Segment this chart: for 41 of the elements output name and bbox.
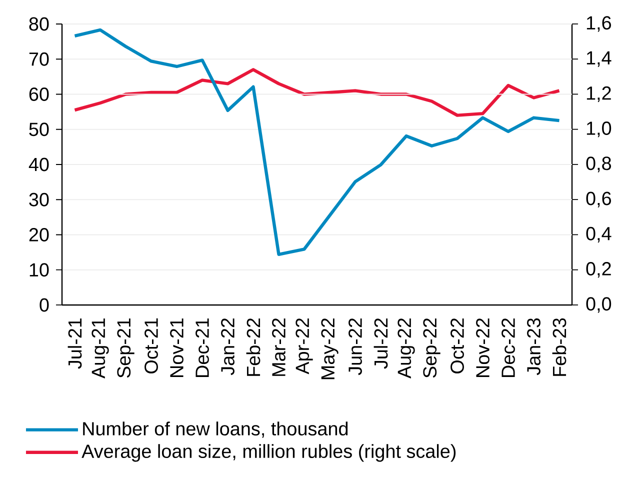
x-tick-label: Jan-22: [221, 318, 234, 376]
y2-tick-label: 1,4: [586, 51, 612, 67]
y2-tick-label: 0,0: [586, 297, 612, 313]
x-tick-label: Dec-22: [502, 318, 515, 377]
y-tick-label: 60: [29, 88, 49, 101]
x-tick-label: Oct-22: [450, 318, 464, 374]
line-series: [73, 68, 561, 117]
y2-tick-label: 0,4: [586, 226, 612, 243]
y-tick-label: 30: [29, 192, 49, 206]
y-tick-label: 70: [29, 52, 49, 66]
x-tick-label: Feb-23: [552, 318, 566, 376]
x-tick-label: Aug-22: [398, 318, 415, 378]
y-tick-label: 80: [29, 17, 49, 31]
y2-tick-label: 0,2: [586, 262, 611, 278]
x-tick-label: Sep-22: [423, 318, 440, 378]
y2-tick-label: 1,2: [586, 86, 611, 102]
x-tick-label: Feb-22: [246, 318, 260, 376]
x-tick-label: Aug-21: [92, 318, 109, 378]
y2-tick-label: 1,0: [586, 122, 612, 138]
y2-tick-label: 1,6: [586, 16, 611, 32]
x-tick-label: Sep-21: [117, 318, 134, 378]
x-tick-label: Nov-22: [476, 318, 490, 377]
y2-tick-label: 0,6: [586, 192, 611, 208]
legend-label: Average loan size, million rubles (right scale): [82, 444, 456, 462]
x-tick-label: May-22: [321, 318, 338, 380]
x-tick-label: Jan-23: [527, 318, 540, 376]
y2-tick-label: 0,8: [586, 156, 612, 172]
x-tick-label: Apr-22: [296, 318, 313, 374]
y-tick-label: 50: [29, 122, 49, 136]
x-tick-label: Oct-21: [144, 318, 158, 374]
y-tick-label: 20: [29, 228, 49, 242]
y-tick-label: 0: [40, 298, 49, 312]
y-tick-label: 10: [30, 263, 49, 277]
y-tick-label: 40: [28, 158, 49, 172]
x-tick-label: Nov-21: [170, 318, 184, 377]
x-tick-label: Jul-22: [374, 318, 388, 369]
x-tick-label: Mar-22: [272, 318, 286, 376]
legend-label: Number of new loans, thousand: [83, 422, 348, 438]
x-tick-label: Jun-22: [348, 318, 362, 376]
x-tick-label: Jul-21: [68, 318, 82, 369]
x-tick-label: Dec-21: [196, 318, 209, 377]
